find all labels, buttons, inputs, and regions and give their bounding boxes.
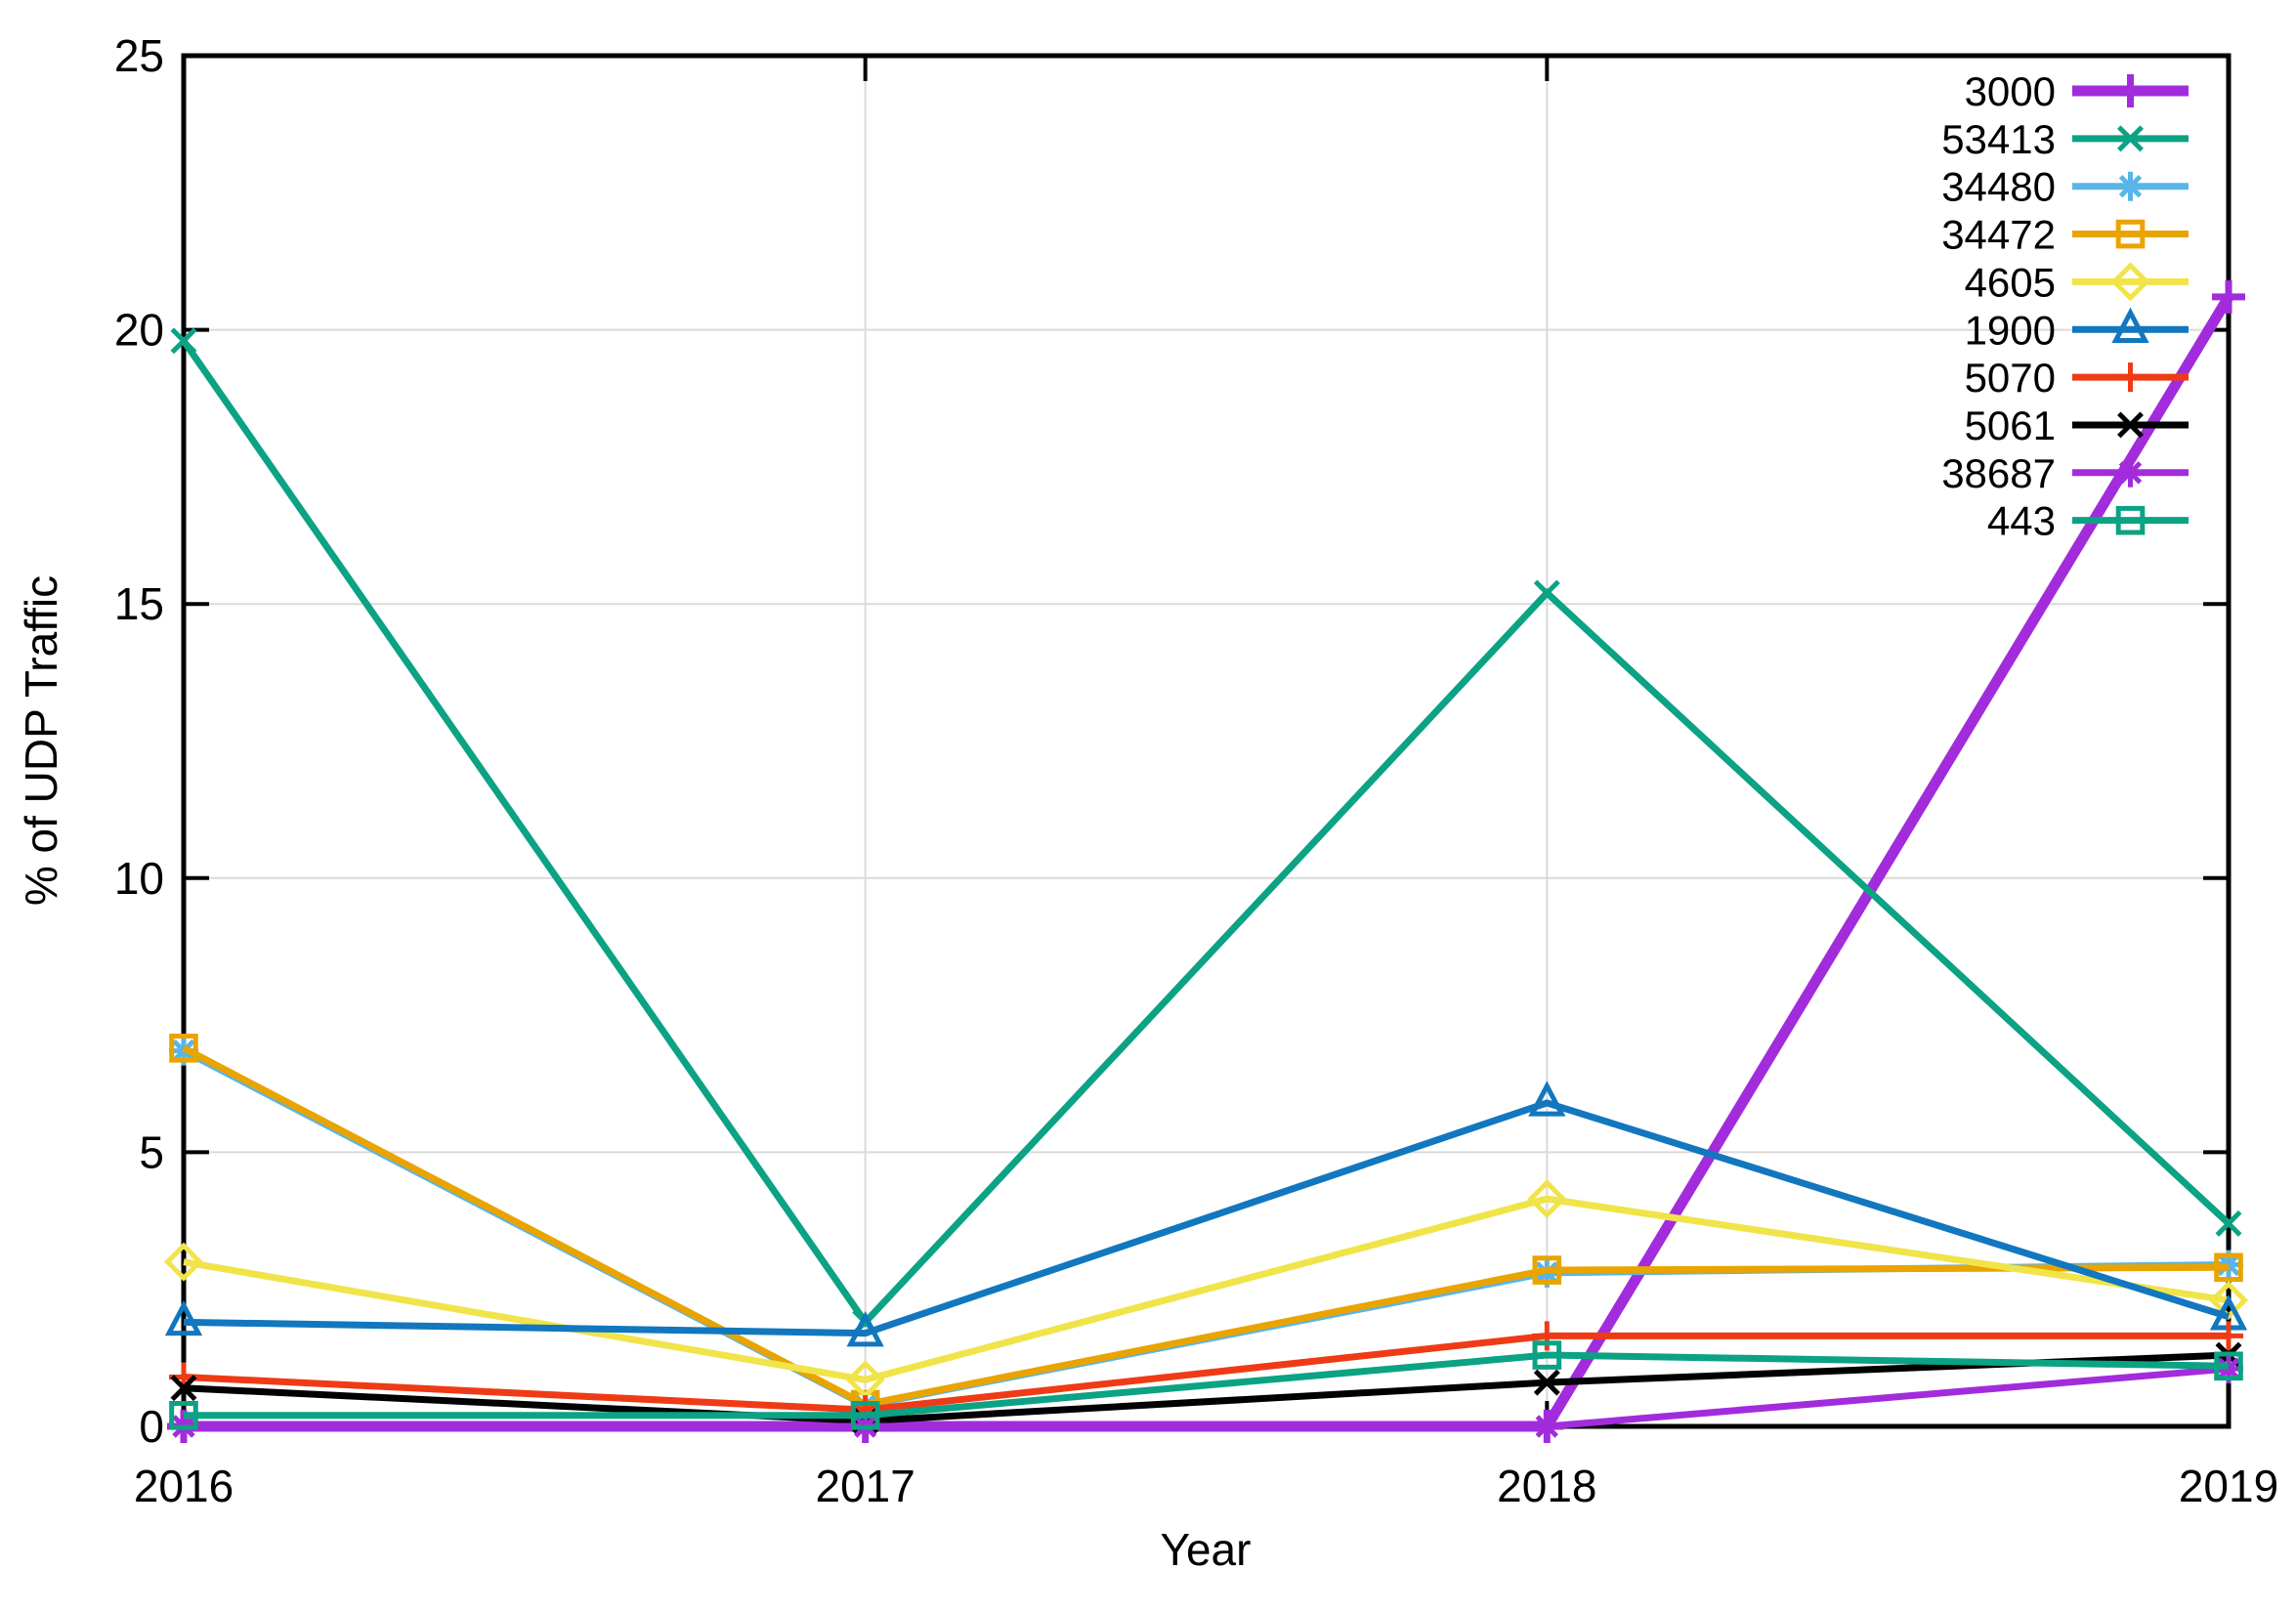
legend-label: 34480 <box>1941 164 2056 210</box>
legend-marker-sample <box>2113 74 2147 107</box>
data-point-marker <box>850 1400 880 1430</box>
legend-item-34480: 34480 <box>1941 164 2189 210</box>
series-markers-1900 <box>164 1081 2248 1347</box>
legend-marker-sample <box>2117 125 2144 152</box>
legend-label: 4605 <box>1965 259 2056 305</box>
data-point-marker <box>2214 1321 2243 1351</box>
legend-label: 1900 <box>1965 307 2056 353</box>
grid-lines <box>184 56 2229 1426</box>
legend-marker-sample <box>2115 219 2146 249</box>
data-point-marker <box>2214 1252 2243 1283</box>
data-point-marker <box>2215 1209 2242 1237</box>
series-line-38687 <box>184 1365 2230 1430</box>
legend-label: 3000 <box>1965 68 2056 114</box>
data-series <box>163 279 2249 1443</box>
legend-item-34472: 34472 <box>1941 212 2189 258</box>
legend-item-3000: 3000 <box>1965 68 2189 114</box>
data-point-marker <box>2214 1354 2243 1384</box>
legend-item-5070: 5070 <box>1965 355 2189 401</box>
data-point-marker <box>169 1400 198 1430</box>
y-tick-label: 25 <box>114 30 164 81</box>
y-tick-label: 0 <box>139 1401 164 1452</box>
legend-marker-sample <box>2115 505 2146 535</box>
x-tick-label: 2019 <box>2179 1461 2278 1511</box>
tick-labels: 0 5 10 15 20 25 2016 2017 2018 2019 <box>114 30 2278 1511</box>
legend-marker-sample <box>2115 171 2146 201</box>
series-line-5061 <box>183 1351 2230 1424</box>
data-point-marker <box>1533 1369 1560 1396</box>
series-line-34480 <box>182 1047 2230 1410</box>
legend-item-53413: 53413 <box>1941 116 2189 162</box>
legend-label: 53413 <box>1941 116 2056 162</box>
legend-item-5061: 5061 <box>1965 403 2189 448</box>
data-point-marker <box>170 1375 197 1402</box>
y-tick-label: 10 <box>114 853 164 904</box>
y-tick-label: 15 <box>114 578 164 629</box>
legend-marker-sample <box>2110 262 2150 302</box>
series-markers-53413 <box>170 327 2242 1336</box>
legend-marker-sample <box>2115 457 2146 488</box>
legend-marker-sample <box>2111 307 2149 343</box>
x-tick-label: 2016 <box>134 1461 234 1511</box>
data-point-marker <box>163 1242 204 1282</box>
data-point-marker <box>2212 279 2245 314</box>
legend: 3000534133448034472460519005070506138687… <box>1941 68 2189 544</box>
legend-marker-sample <box>2115 362 2146 393</box>
data-point-marker <box>1532 1321 1562 1351</box>
legend-label: 34472 <box>1941 212 2056 258</box>
data-point-marker <box>1527 1179 1567 1219</box>
series-line-1900 <box>183 1099 2231 1337</box>
y-axis-title: % of UDP Traffic <box>16 575 66 906</box>
data-point-marker <box>1533 579 1560 607</box>
legend-marker-sample <box>2117 411 2144 439</box>
x-tick-label: 2018 <box>1497 1461 1596 1511</box>
data-point-marker <box>169 1033 198 1063</box>
legend-label: 443 <box>1987 498 2056 544</box>
series-line-5070 <box>183 1332 2229 1414</box>
x-tick-label: 2017 <box>815 1461 914 1511</box>
data-point-marker <box>170 327 197 355</box>
legend-label: 38687 <box>1941 450 2056 496</box>
x-axis-title: Year <box>1161 1524 1252 1575</box>
legend-item-4605: 4605 <box>1965 259 2189 305</box>
data-point-marker <box>2214 1351 2243 1381</box>
data-point-marker <box>1532 1255 1562 1285</box>
data-point-marker <box>846 1310 884 1347</box>
legend-item-1900: 1900 <box>1965 307 2189 353</box>
series-line-443 <box>184 1351 2230 1420</box>
data-point-marker <box>1532 1340 1562 1370</box>
y-tick-label: 20 <box>114 305 164 356</box>
data-point-marker <box>1532 1412 1562 1441</box>
legend-item-38687: 38687 <box>1941 450 2189 496</box>
data-point-marker <box>1528 1081 1566 1117</box>
legend-label: 5061 <box>1965 403 2056 448</box>
series-line-4605 <box>183 1195 2230 1383</box>
data-point-marker <box>164 1299 203 1336</box>
series-markers-443 <box>169 1340 2243 1430</box>
y-tick-label: 5 <box>139 1126 164 1177</box>
legend-label: 5070 <box>1965 355 2056 401</box>
series-line-53413 <box>181 338 2232 1328</box>
legend-item-443: 443 <box>1987 498 2189 544</box>
data-point-marker <box>2214 1250 2243 1280</box>
series-line-34472 <box>182 1044 2230 1409</box>
